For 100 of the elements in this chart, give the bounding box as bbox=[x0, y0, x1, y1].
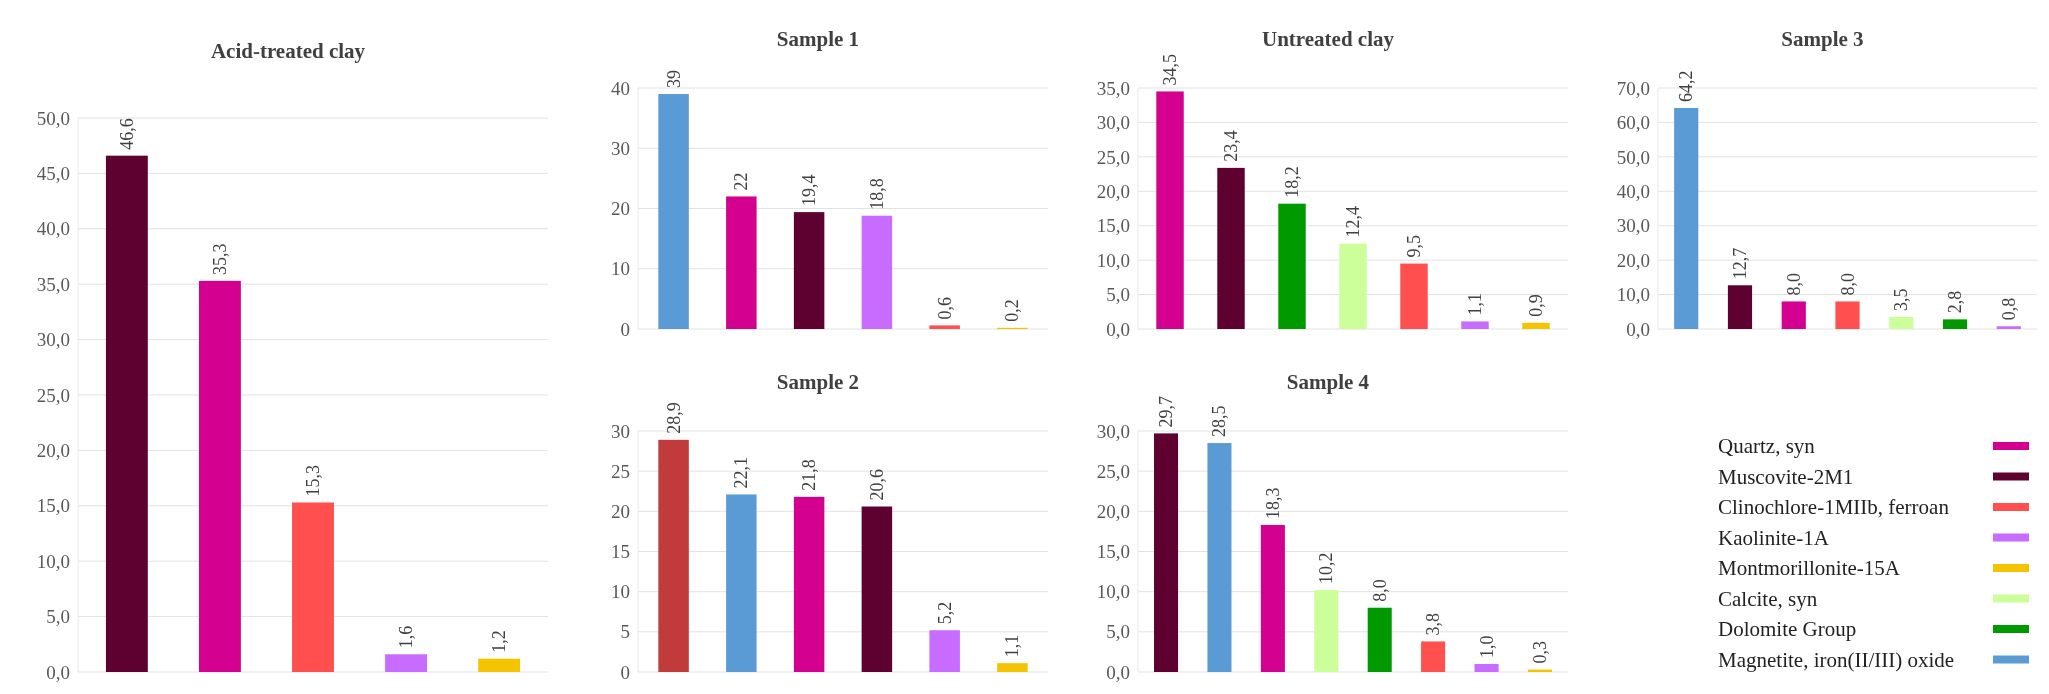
bar bbox=[1278, 203, 1306, 329]
data-label: 22 bbox=[731, 172, 752, 191]
data-label: 28,5 bbox=[1209, 405, 1230, 438]
bar bbox=[1522, 322, 1550, 329]
y-tick-label: 5 bbox=[620, 621, 630, 643]
y-tick-label: 5,0 bbox=[1106, 284, 1130, 306]
chart-title: Untreated clay bbox=[1262, 27, 1395, 51]
bar bbox=[1781, 301, 1806, 329]
y-tick-label: 50,0 bbox=[1616, 146, 1650, 168]
y-tick-label: 40 bbox=[611, 77, 630, 99]
data-label: 1,2 bbox=[489, 630, 510, 653]
y-tick-label: 10,0 bbox=[1096, 581, 1130, 603]
y-tick-label: 30 bbox=[611, 137, 630, 159]
data-label: 28,9 bbox=[663, 402, 684, 434]
data-label: 12,7 bbox=[1729, 247, 1750, 280]
y-tick-label: 45,0 bbox=[36, 163, 70, 185]
data-label: 3,8 bbox=[1423, 612, 1444, 636]
data-label: 18,2 bbox=[1282, 166, 1303, 198]
bar bbox=[726, 196, 757, 329]
bar bbox=[1727, 285, 1753, 329]
bar bbox=[1942, 319, 1968, 329]
category-label: Calcite, syn bbox=[1718, 586, 1818, 611]
bar bbox=[658, 439, 689, 672]
y-tick-label: 30 bbox=[611, 420, 630, 442]
y-tick-label: 30,0 bbox=[1616, 215, 1650, 237]
data-label: 8,0 bbox=[1837, 272, 1858, 296]
y-tick-label: 20,0 bbox=[1096, 500, 1130, 522]
y-tick-label: 30,0 bbox=[36, 329, 70, 351]
y-tick-label: 20,0 bbox=[1616, 249, 1650, 271]
data-label: 0,9 bbox=[1525, 294, 1546, 317]
data-label: 20,6 bbox=[866, 469, 887, 501]
bar bbox=[861, 506, 893, 672]
bar bbox=[997, 663, 1028, 672]
data-label: 34,5 bbox=[1160, 53, 1181, 86]
y-tick-label: 40,0 bbox=[1616, 180, 1650, 202]
y-tick-label: 35,0 bbox=[1096, 77, 1130, 99]
bar bbox=[105, 155, 148, 672]
bar bbox=[929, 630, 960, 672]
y-tick-label: 60,0 bbox=[1616, 112, 1650, 134]
bar bbox=[1474, 663, 1499, 672]
y-tick-label: 30,0 bbox=[1096, 112, 1130, 134]
bar bbox=[1421, 641, 1446, 672]
chart-title: Sample 4 bbox=[1286, 370, 1370, 394]
data-label: 39 bbox=[663, 70, 684, 89]
y-tick-label: 35,0 bbox=[36, 273, 70, 295]
data-label: 46,6 bbox=[116, 118, 137, 150]
data-label: 35,3 bbox=[209, 243, 230, 275]
bar bbox=[1996, 326, 2021, 329]
bar bbox=[198, 280, 241, 672]
y-tick-label: 10,0 bbox=[36, 550, 70, 572]
chart-title: Sample 3 bbox=[1781, 27, 1864, 51]
data-label: 1,0 bbox=[1476, 635, 1497, 658]
y-tick-label: 40,0 bbox=[36, 218, 70, 240]
bar bbox=[861, 215, 893, 329]
y-tick-label: 0,0 bbox=[1106, 661, 1130, 683]
bar bbox=[1889, 316, 1914, 329]
y-tick-label: 20,0 bbox=[36, 440, 70, 462]
data-label: 22,1 bbox=[731, 456, 752, 489]
y-tick-label: 25,0 bbox=[1096, 460, 1130, 482]
y-tick-label: 0 bbox=[620, 661, 630, 683]
data-label: 1,1 bbox=[1464, 292, 1485, 316]
chart-title: Acid-treated clay bbox=[210, 39, 366, 63]
data-label: 29,7 bbox=[1156, 395, 1177, 428]
y-tick-label: 0,0 bbox=[46, 661, 70, 683]
data-label: 9,5 bbox=[1403, 235, 1424, 258]
data-label: 8,0 bbox=[1783, 272, 1804, 296]
y-tick-label: 0,0 bbox=[1106, 318, 1130, 340]
data-label: 23,4 bbox=[1221, 130, 1242, 162]
bar bbox=[1367, 607, 1392, 672]
data-label: 0,6 bbox=[934, 296, 955, 320]
data-label: 1,1 bbox=[1002, 634, 1023, 658]
bar bbox=[1400, 263, 1428, 329]
data-label: 3,5 bbox=[1891, 288, 1912, 311]
bar bbox=[929, 325, 960, 329]
bar bbox=[1154, 433, 1179, 672]
data-label: 0,3 bbox=[1529, 641, 1550, 664]
y-tick-label: 15 bbox=[611, 541, 630, 563]
bar bbox=[1674, 107, 1699, 329]
bar bbox=[1835, 301, 1860, 329]
y-tick-label: 15,0 bbox=[36, 495, 70, 517]
y-tick-label: 25,0 bbox=[1096, 146, 1130, 168]
category-label: Kaolinite-1A bbox=[1718, 525, 1830, 550]
y-tick-label: 15,0 bbox=[1096, 215, 1130, 237]
y-tick-label: 5,0 bbox=[46, 606, 70, 628]
y-tick-label: 10,0 bbox=[1616, 284, 1650, 306]
data-label: 21,8 bbox=[799, 459, 820, 491]
data-label: 12,4 bbox=[1343, 206, 1363, 238]
data-label: 64,2 bbox=[1676, 70, 1697, 102]
y-tick-label: 25 bbox=[611, 460, 630, 482]
y-tick-label: 10 bbox=[611, 258, 630, 280]
data-label: 8,0 bbox=[1369, 579, 1390, 602]
bar bbox=[793, 212, 825, 329]
y-tick-label: 20 bbox=[611, 198, 630, 220]
y-tick-label: 25,0 bbox=[36, 384, 70, 406]
bar bbox=[1461, 321, 1489, 329]
bar bbox=[1260, 524, 1285, 672]
bar bbox=[1217, 167, 1245, 329]
bar bbox=[478, 658, 521, 672]
y-tick-label: 0 bbox=[620, 318, 630, 340]
bar bbox=[292, 502, 334, 672]
